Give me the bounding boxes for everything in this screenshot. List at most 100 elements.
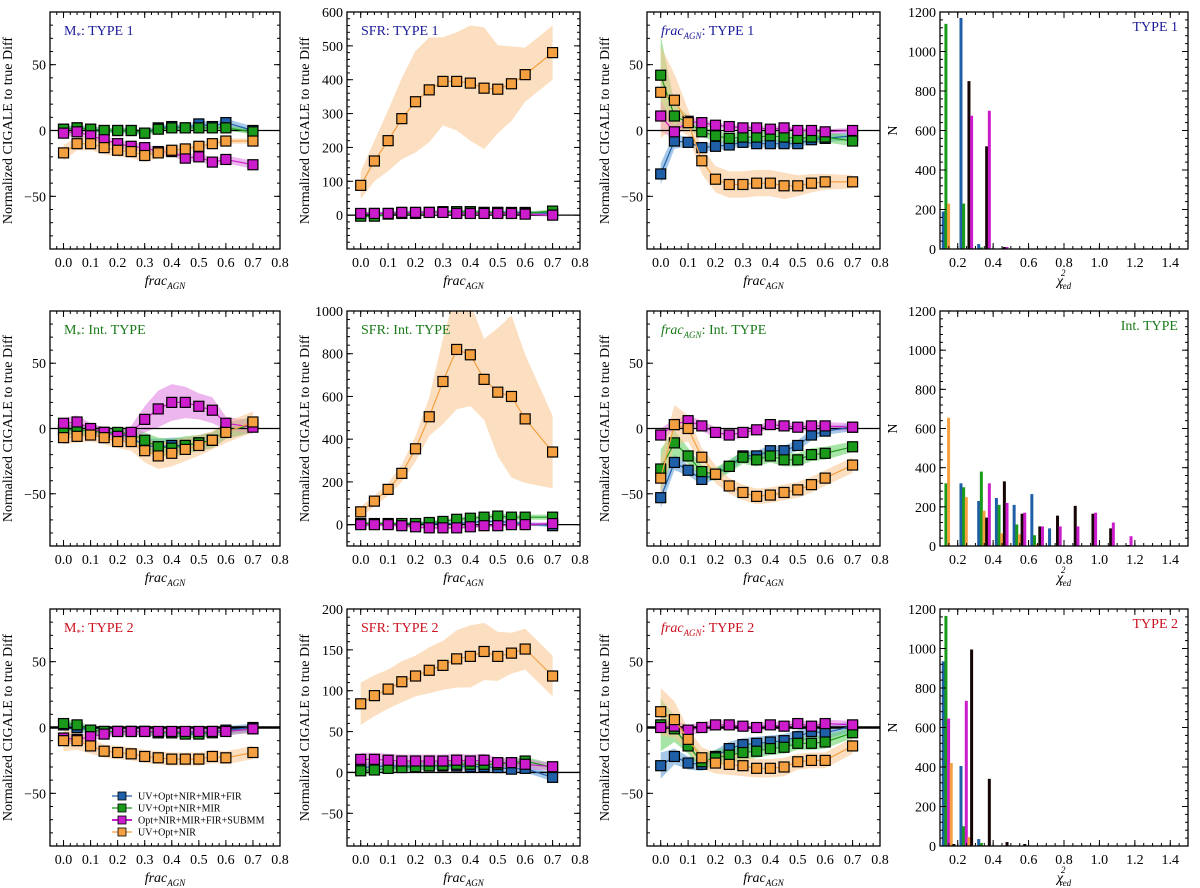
data-point [396, 467, 408, 479]
x-tick-label: 0.1 [679, 853, 697, 868]
y-tick-label: 50 [32, 59, 46, 74]
data-point [368, 495, 381, 507]
data-point [805, 420, 818, 432]
histogram-bar [997, 504, 1001, 546]
x-axis-label-sub: AGN [465, 878, 485, 888]
data-point [193, 400, 205, 412]
x-axis-label: χ2 red [1055, 865, 1072, 888]
data-point [696, 721, 708, 734]
data-point [682, 464, 694, 476]
data-point [655, 760, 667, 772]
panel-title: fracAGN: TYPE 2 [661, 621, 754, 638]
data-point [368, 690, 381, 702]
data-point [709, 468, 722, 480]
x-tick-label: 0.5 [190, 256, 208, 271]
data-point [655, 706, 667, 718]
data-point [206, 404, 218, 416]
panel-title-main: frac [661, 24, 684, 39]
data-point [696, 116, 708, 129]
axes-frame [346, 608, 581, 847]
x-tick-label: 0.8 [1055, 256, 1073, 271]
data-point [546, 446, 559, 458]
data-point [112, 144, 124, 156]
data-point [179, 122, 191, 134]
axes-frame [646, 608, 881, 847]
error-band [660, 46, 853, 200]
y-tick-label: 800 [915, 383, 936, 398]
data-point [546, 209, 559, 221]
panel-title: TYPE 2 [1133, 617, 1179, 632]
x-tick-label: 0.4 [762, 256, 780, 271]
data-point [846, 719, 859, 731]
x-tick-label: 0.3 [734, 256, 752, 271]
y-tick-label: 0 [636, 125, 643, 140]
data-point [125, 145, 137, 158]
data-point [792, 484, 804, 496]
data-point [220, 725, 232, 738]
x-tick-label: 0.6 [816, 256, 834, 271]
data-point [409, 670, 422, 682]
data-point [819, 447, 831, 459]
plot-area [647, 35, 880, 200]
data-point [193, 753, 205, 765]
histogram-bar [1020, 513, 1024, 546]
data-point [71, 735, 83, 747]
x-tick-label: 0.8 [871, 553, 889, 568]
y-tick-label: 200 [915, 801, 936, 816]
data-point [668, 94, 681, 106]
data-point [423, 664, 435, 676]
data-point [355, 179, 367, 191]
data-point [709, 426, 722, 439]
y-tick-label: 150 [322, 644, 343, 659]
x-tick-label: 0.3 [434, 553, 452, 568]
data-point [682, 422, 694, 435]
x-tick-label: 1.4 [1162, 553, 1180, 568]
data-point [193, 725, 205, 738]
data-point [668, 110, 681, 122]
data-point [247, 159, 259, 171]
x-tick-label: 0.5 [190, 853, 208, 868]
data-point [355, 753, 367, 765]
x-axis-label: χ2 red [1055, 268, 1072, 291]
histogram-bar [994, 498, 998, 546]
data-point [682, 450, 694, 462]
histogram-bar [987, 483, 991, 546]
x-tick-label: 0.1 [379, 553, 397, 568]
data-point [57, 735, 70, 747]
histogram-bar [977, 244, 981, 249]
y-tick-label: 1000 [908, 46, 936, 61]
y-tick-label: 50 [32, 656, 46, 671]
x-tick-label: 0.1 [82, 553, 100, 568]
data-point [84, 138, 97, 150]
data-point [696, 451, 708, 463]
histogram-bar [979, 247, 983, 249]
data-point [206, 725, 218, 738]
panel-title: fracAGN: TYPE 1 [661, 24, 754, 41]
y-tick-label: 400 [915, 164, 936, 179]
panel-fracagn_int: 0.0 0.1 0.2 0.3 0.4 0.5 0.6 0.7 0.8−50050fracAGN… [598, 310, 889, 588]
data-point [668, 456, 681, 469]
panel-title-rest: : Int. TYPE [81, 323, 146, 338]
histogram-bar [962, 203, 966, 249]
panel-title-rest: : TYPE 2 [702, 621, 755, 636]
y-tick-label: 100 [322, 685, 343, 700]
histogram-bar [1030, 494, 1034, 546]
histogram-bar [1012, 504, 1016, 546]
y-axis-label: Normalized CIGALE to true Diff [598, 634, 613, 821]
panel-title-main: M [64, 323, 77, 338]
data-point [723, 749, 735, 761]
x-tick-label: 0.6 [217, 853, 235, 868]
error-band [360, 209, 553, 218]
data-point [805, 449, 818, 461]
data-point [846, 459, 859, 471]
panel-title-rest: : TYPE 2 [386, 621, 439, 636]
y-axis-label: N [886, 423, 901, 433]
panel-chi2_type1: 0.2 0.4 0.6 0.8 1.0 1.2 1.4 0 200 400 600 800 1000 12… [886, 6, 1189, 291]
histogram-bar [1005, 502, 1009, 546]
x-axis-label-main: frac [743, 571, 766, 586]
data-point [464, 77, 476, 89]
data-point [668, 750, 681, 763]
panel-sfr_type2: 0.0 0.1 0.2 0.3 0.4 0.5 0.6 0.7 0.8 −50 0 50 100 150 2… [298, 603, 589, 888]
y-tick-label: 0 [929, 243, 936, 258]
data-point [478, 754, 490, 766]
